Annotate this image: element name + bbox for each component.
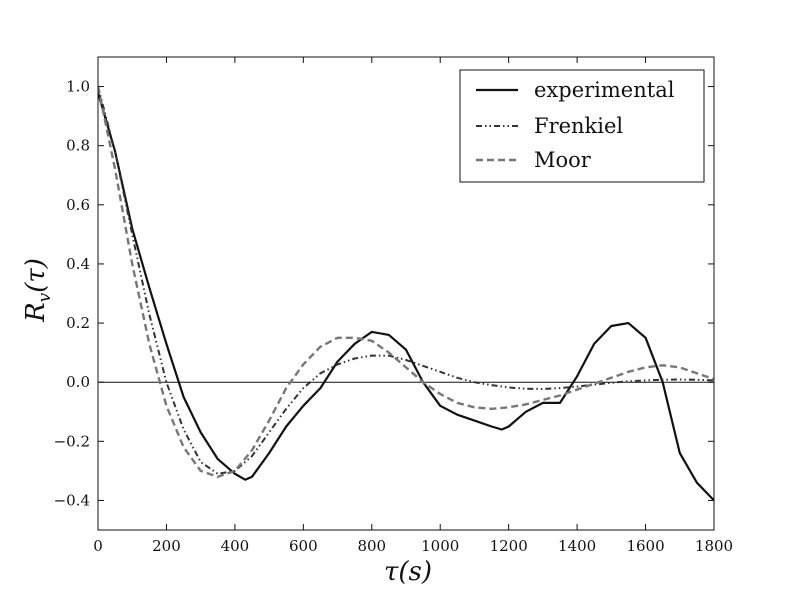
x-tick-label: 200 <box>152 537 181 555</box>
x-tick-label: 1000 <box>421 537 459 555</box>
x-tick-label: 1600 <box>626 537 664 555</box>
x-axis-label-rest: (s) <box>398 557 432 587</box>
x-tick-label: 600 <box>289 537 318 555</box>
labels-layer: 0 200 400 600 800 1000 1200 1400 1600 1800 −0.4 −0.… <box>54 78 734 555</box>
ticks-layer <box>97 57 715 530</box>
y-tick-label: 1.0 <box>66 78 90 96</box>
x-axis-label: τ(s) <box>384 557 432 587</box>
plot-frame <box>97 56 715 531</box>
series-line-frenkiel <box>98 86 714 475</box>
legend-label-experimental: experimental <box>534 78 675 102</box>
legend-box <box>459 69 705 183</box>
series-line-experimental <box>98 92 714 502</box>
y-tick-label: 0.6 <box>66 196 90 214</box>
y-axis-label-sub: v <box>35 292 55 302</box>
x-tick-label: 1200 <box>490 537 528 555</box>
x-tick-label: 1400 <box>558 537 596 555</box>
y-tick-label: 0.2 <box>66 314 90 332</box>
y-tick-label: 0.0 <box>66 373 90 391</box>
x-tick-label: 1800 <box>695 537 733 555</box>
series-line-moor <box>98 86 714 478</box>
y-tick-label: −0.2 <box>54 432 90 450</box>
x-tick-label: 400 <box>221 537 250 555</box>
legend: experimental Frenkiel Moor <box>459 69 705 183</box>
y-tick-label: −0.4 <box>54 491 90 509</box>
y-tick-label: 0.4 <box>66 255 90 273</box>
x-axis-label-base: τ <box>384 557 399 587</box>
legend-label-frenkiel: Frenkiel <box>534 114 623 138</box>
x-tick-label: 800 <box>357 537 386 555</box>
legend-label-moor: Moor <box>534 148 592 172</box>
y-tick-label: 0.8 <box>66 137 90 155</box>
x-tick-label: 0 <box>93 537 103 555</box>
y-axis-label-base: R <box>21 302 51 323</box>
series-layer <box>98 86 714 502</box>
y-axis-label: Rv(τ) <box>21 258 55 323</box>
y-axis-label-rest: (τ) <box>21 258 51 293</box>
